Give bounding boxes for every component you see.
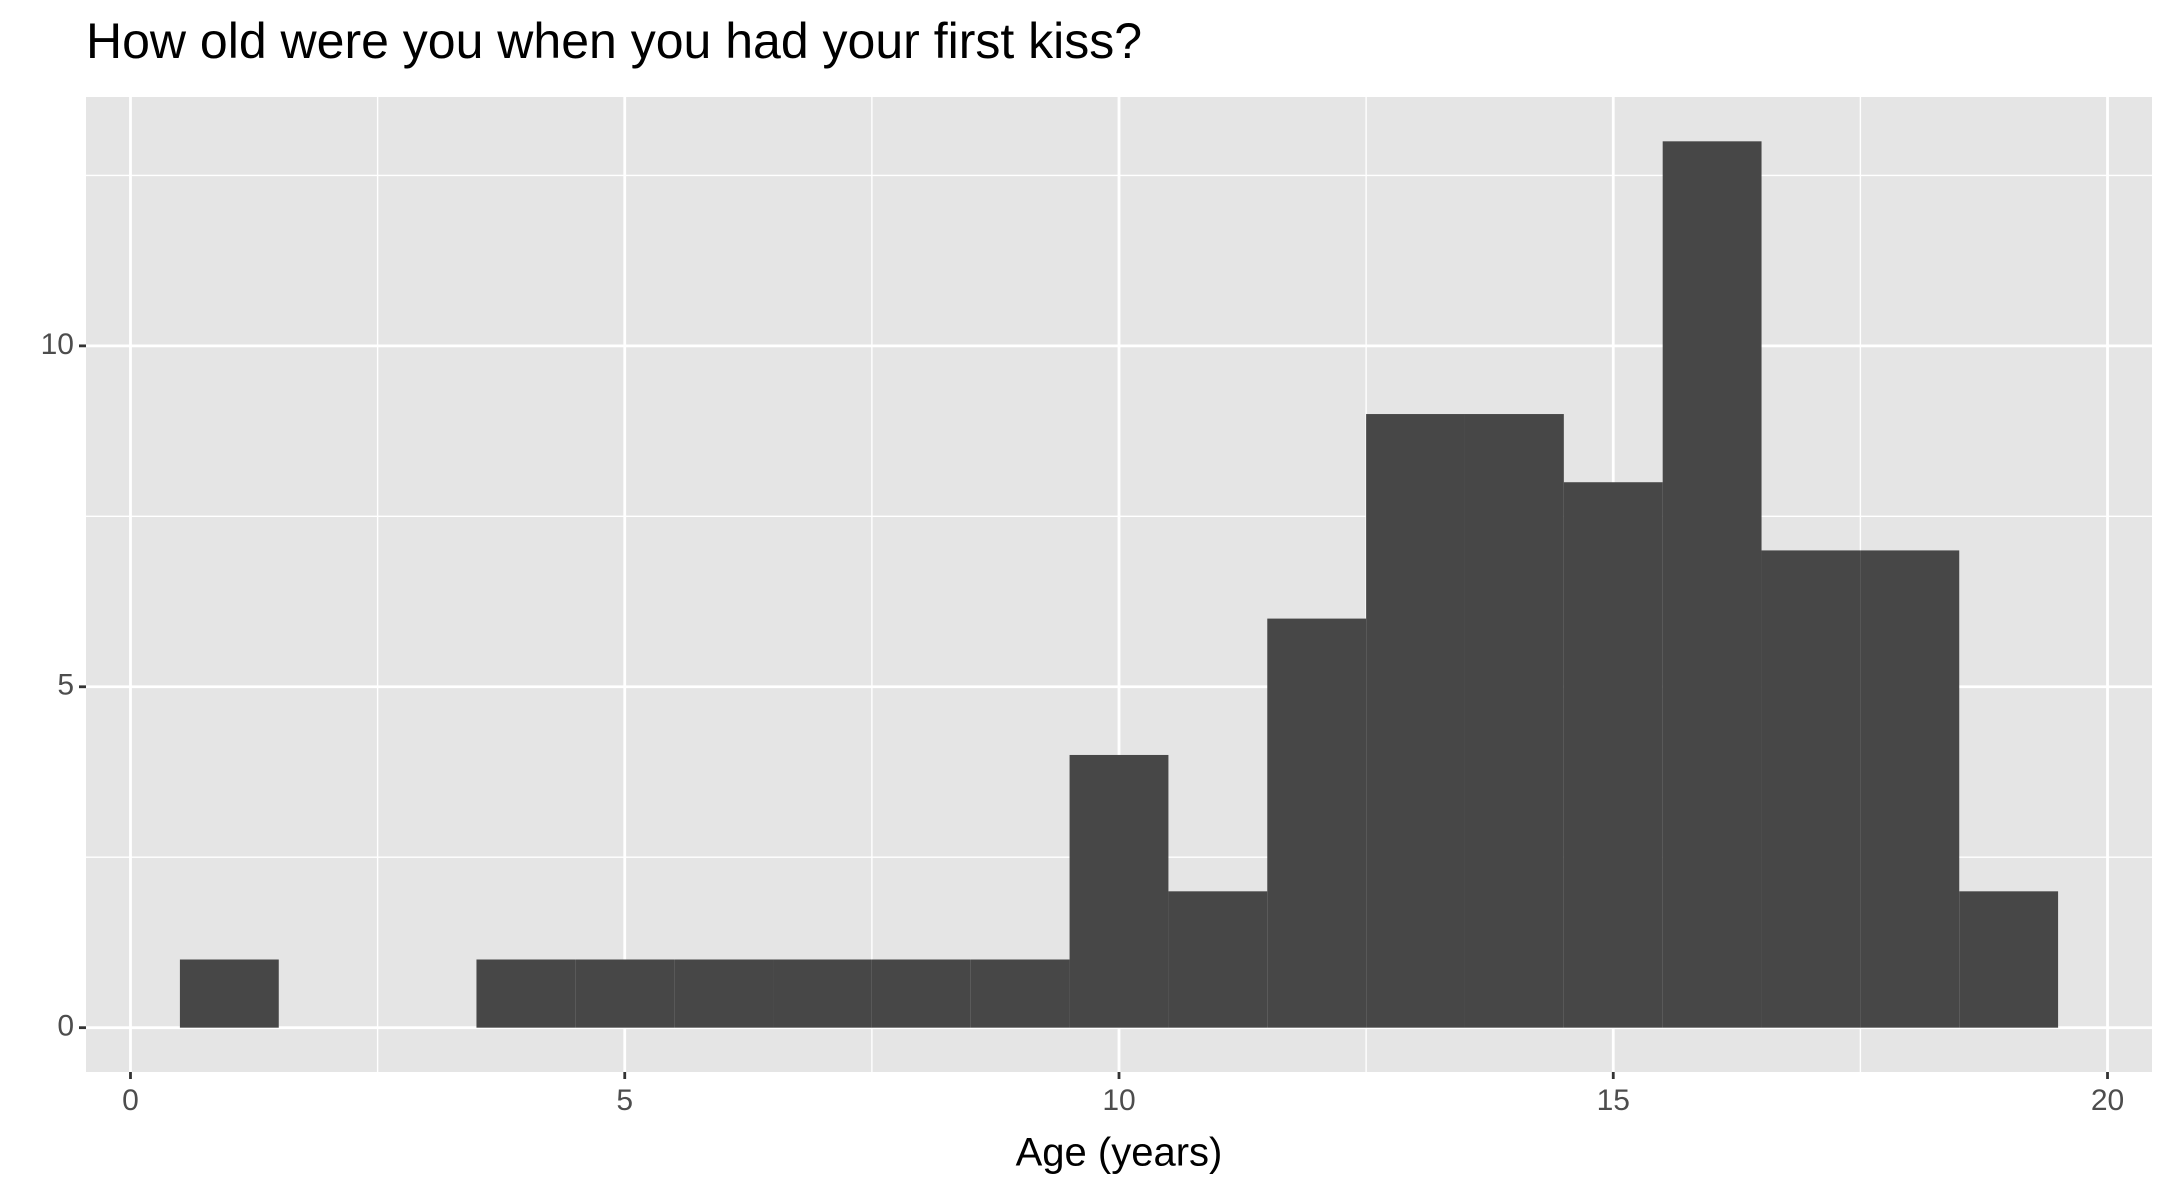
bar [773,959,872,1028]
bar [1959,891,2059,1028]
bar [1464,414,1564,1028]
bar [871,959,971,1028]
y-tick-label: 5 [57,669,74,702]
bar [1267,618,1367,1028]
x-tick-label: 5 [616,1084,633,1117]
x-tick-label: 0 [122,1084,139,1117]
bar [674,959,774,1028]
bar [1761,550,1861,1028]
x-tick-label: 10 [1102,1084,1135,1117]
bar [1860,550,1960,1028]
bar [575,959,675,1028]
chart-title: How old were you when you had your first… [86,13,1142,69]
bar [476,959,576,1028]
bar [179,959,279,1028]
bar [1069,754,1169,1028]
bar [1662,141,1762,1028]
x-tick-label: 20 [2091,1084,2124,1117]
bar [970,959,1070,1028]
bar [1366,414,1465,1028]
bar [1168,891,1268,1028]
y-tick-label: 10 [41,328,74,361]
x-axis-title: Age (years) [1016,1131,1223,1175]
x-tick-label: 15 [1597,1084,1630,1117]
y-tick-label: 0 [57,1010,74,1043]
bar [1563,482,1663,1028]
